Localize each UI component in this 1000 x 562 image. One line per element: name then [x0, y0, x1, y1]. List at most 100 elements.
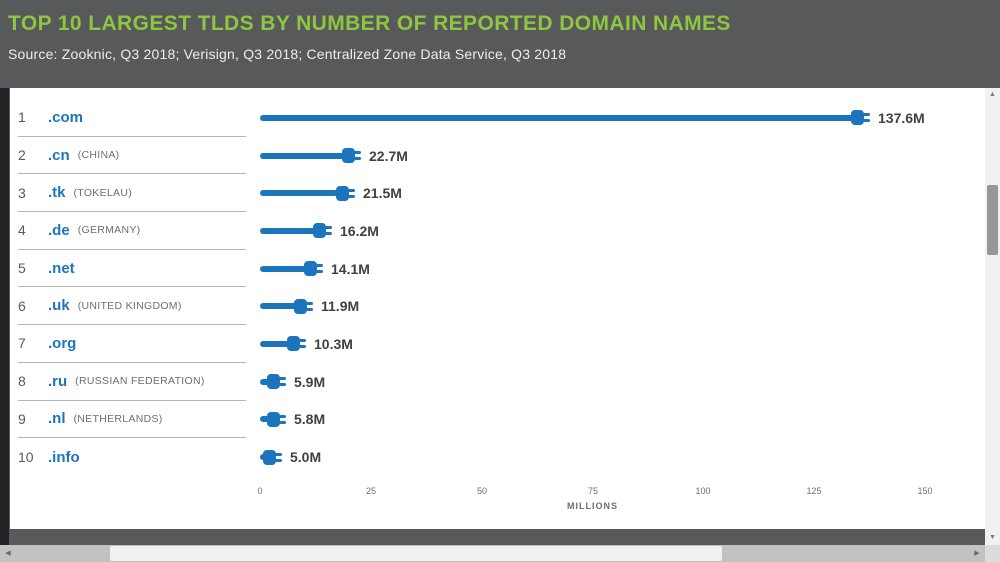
axis-tick-label: 75 [587, 486, 599, 496]
chart-rows: 1 .com 137.6M 2 .cn (CHINA) [10, 99, 985, 476]
row-rank: 3 [18, 184, 26, 201]
bar-group: 22.7M [260, 137, 408, 175]
row-country: (UNITED KINGDOM) [77, 299, 182, 312]
row-country: (TOKELAU) [73, 186, 133, 199]
bar [260, 340, 287, 347]
plug-prong [349, 194, 355, 198]
axis-tick-label: 125 [806, 486, 822, 496]
plug-body [267, 411, 280, 427]
plug-prong [326, 232, 332, 236]
row-label-group: 9 .nl (NETHERLANDS) [18, 401, 246, 439]
row-tld: .info [48, 448, 80, 466]
plug-prong [864, 113, 870, 117]
page-title: TOP 10 LARGEST TLDS BY NUMBER OF REPORTE… [8, 12, 731, 35]
plug-prong [349, 188, 355, 192]
row-label-group: 10 .info [18, 438, 246, 476]
axis-ticks: 0 25 50 75 100 125 150 [257, 486, 932, 498]
chart-card: 1 .com 137.6M 2 .cn (CHINA) [10, 88, 985, 529]
row-label-group: 5 .net [18, 250, 246, 288]
horizontal-scrollbar[interactable]: ◀ ▶ [0, 545, 985, 562]
axis-title: MILLIONS [567, 501, 618, 511]
chart-row: 7 .org 10.3M [10, 325, 985, 363]
row-rank: 10 [18, 449, 34, 466]
plug-icon [294, 298, 313, 314]
plug-body [287, 336, 300, 352]
row-label-group: 7 .org [18, 325, 246, 363]
vertical-scrollbar[interactable]: ▲ ▼ [985, 88, 1000, 545]
row-label-group: 6 .uk (UNITED KINGDOM) [18, 287, 246, 326]
plug-prongs [280, 377, 286, 387]
axis-tick-label: 0 [257, 486, 263, 496]
bar-value: 22.7M [369, 147, 408, 164]
row-label-group: 3 .tk (TOKELAU) [18, 174, 246, 213]
bar-group: 11.9M [260, 287, 359, 325]
row-rank: 7 [18, 335, 26, 352]
row-tld: .de [48, 221, 70, 239]
row-tld: .org [48, 334, 77, 352]
plug-prong [307, 307, 313, 311]
row-rank: 1 [18, 109, 26, 126]
plug-body [851, 110, 864, 126]
row-tld: .tk [48, 184, 66, 202]
plug-body [342, 148, 355, 164]
plug-prong [317, 270, 323, 274]
bar-group: 21.5M [260, 174, 402, 212]
row-rank: 9 [18, 410, 26, 427]
plug-body [263, 449, 276, 465]
row-tld: .ru [48, 372, 68, 390]
bar [260, 303, 294, 310]
bar-group: 14.1M [260, 250, 370, 288]
bar [260, 416, 267, 423]
row-label-group: 4 .de (GERMANY) [18, 212, 246, 250]
horizontal-scrollbar-thumb[interactable] [110, 546, 722, 561]
row-country: (NETHERLANDS) [73, 412, 163, 425]
scroll-up-icon[interactable]: ▲ [989, 91, 996, 98]
plug-prong [864, 119, 870, 123]
vertical-scrollbar-thumb[interactable] [987, 185, 998, 255]
row-label-group: 8 .ru (RUSSIAN FEDERATION) [18, 363, 246, 401]
bar-group: 5.9M [260, 363, 325, 401]
plug-prong [300, 339, 306, 343]
plug-body [294, 298, 307, 314]
bar-group: 137.6M [260, 99, 925, 137]
chart-row: 6 .uk (UNITED KINGDOM) 11.9M [10, 287, 985, 326]
plug-icon [851, 110, 870, 126]
bar-value: 5.0M [290, 449, 322, 466]
bar-value: 14.1M [331, 260, 370, 277]
bar-value: 16.2M [340, 222, 379, 239]
plug-prong [280, 414, 286, 418]
plug-prongs [300, 339, 306, 349]
row-tld: .uk [48, 297, 70, 315]
bar-group: 16.2M [260, 212, 379, 250]
scroll-right-icon[interactable]: ▶ [974, 550, 980, 557]
plug-prongs [307, 301, 313, 311]
plug-icon [342, 148, 361, 164]
row-rank: 8 [18, 373, 26, 390]
plug-body [267, 374, 280, 390]
bar-group: 5.0M [260, 438, 321, 476]
scroll-down-icon[interactable]: ▼ [989, 534, 996, 541]
plug-prong [300, 345, 306, 349]
row-tld: .cn [48, 146, 70, 164]
scroll-left-icon[interactable]: ◀ [5, 550, 11, 557]
plug-prong [280, 420, 286, 424]
plug-prong [280, 383, 286, 387]
bar [260, 190, 336, 197]
row-tld: .com [48, 108, 84, 126]
plug-prong [355, 157, 361, 161]
bar-value: 21.5M [363, 185, 402, 202]
bar [260, 378, 267, 385]
axis-tick-label: 100 [695, 486, 711, 496]
plug-icon [287, 336, 306, 352]
plug-body [304, 261, 317, 277]
bar [260, 227, 313, 234]
row-label-group: 2 .cn (CHINA) [18, 137, 246, 175]
plug-prongs [355, 151, 361, 161]
axis-tick-label: 50 [476, 486, 488, 496]
bar [260, 152, 342, 159]
bar-group: 10.3M [260, 325, 353, 363]
plug-icon [263, 449, 282, 465]
x-axis: 0 25 50 75 100 125 150 MILLIONS [257, 486, 932, 518]
plug-prong [326, 226, 332, 230]
